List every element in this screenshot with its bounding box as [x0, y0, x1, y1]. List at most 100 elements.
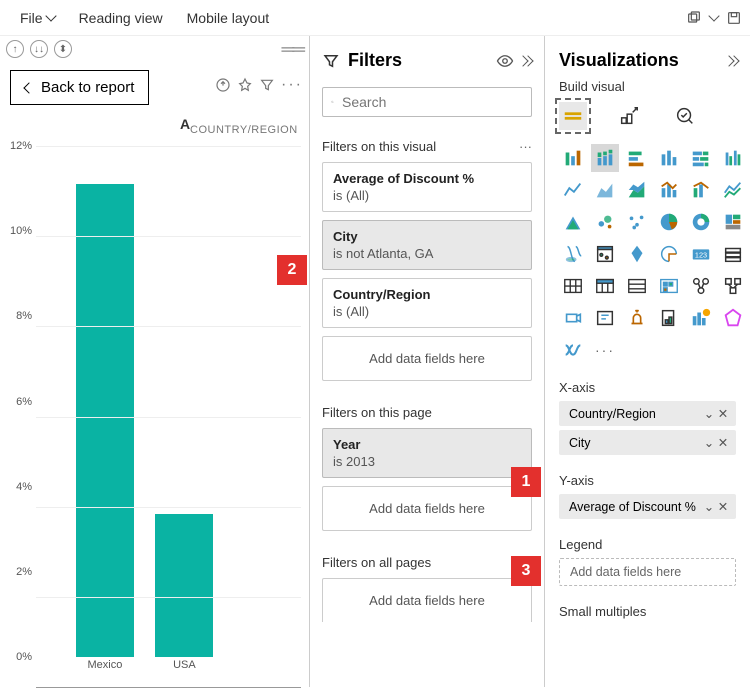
viz-type-icon[interactable]	[655, 240, 683, 268]
collapse-pane-icon[interactable]	[522, 57, 532, 65]
viz-type-icon[interactable]	[559, 272, 587, 300]
section-all-label: Filters on all pages	[322, 555, 431, 570]
filter-search[interactable]	[322, 87, 532, 117]
viz-type-icon[interactable]	[687, 304, 715, 332]
add-filter-page[interactable]: Add data fields here	[322, 486, 532, 531]
chevron-down-icon[interactable]: ⌄	[702, 435, 716, 450]
viz-type-icon[interactable]	[719, 208, 747, 236]
expand-icon[interactable]: ⬍	[54, 40, 72, 58]
y-tick: 4%	[16, 481, 32, 493]
viz-type-icon[interactable]	[719, 304, 747, 332]
viz-type-icon[interactable]	[655, 272, 683, 300]
chevron-down-icon[interactable]: ⌄	[702, 406, 716, 421]
viz-type-icon[interactable]	[559, 336, 587, 364]
viz-type-icon[interactable]	[655, 304, 683, 332]
viz-type-icon[interactable]	[687, 272, 715, 300]
field-pill[interactable]: Country/Region⌄✕	[559, 401, 736, 426]
viz-type-icon[interactable]	[623, 176, 651, 204]
viz-type-icon[interactable]	[559, 176, 587, 204]
field-pill[interactable]: City⌄✕	[559, 430, 736, 455]
viz-type-icon[interactable]	[719, 144, 747, 172]
viz-type-icon[interactable]	[559, 144, 587, 172]
remove-icon[interactable]: ✕	[716, 406, 730, 421]
viz-type-icon[interactable]	[591, 240, 619, 268]
viz-type-icon[interactable]	[687, 144, 715, 172]
more-icon[interactable]: ···	[519, 139, 532, 154]
callout-1: 1	[511, 467, 541, 497]
y-tick: 10%	[10, 225, 32, 237]
visualization-type-grid: 123 ···	[545, 140, 750, 376]
drag-handle-icon[interactable]: ══	[281, 39, 303, 60]
remove-icon[interactable]: ✕	[716, 435, 730, 450]
field-pill[interactable]: Average of Discount %⌄✕	[559, 494, 736, 519]
viz-type-icon[interactable]	[687, 208, 715, 236]
drill-down-icon[interactable]: ↓↓	[30, 40, 48, 58]
viz-type-icon[interactable]	[623, 144, 651, 172]
viz-type-icon[interactable]	[559, 304, 587, 332]
pin-icon[interactable]	[237, 77, 253, 93]
collapse-pane-icon[interactable]	[728, 57, 738, 65]
add-filter-all[interactable]: Add data fields here	[322, 578, 532, 622]
callout-2: 2	[277, 255, 307, 285]
callout-3: 3	[511, 556, 541, 586]
visual-header-icons: ···	[215, 76, 303, 94]
filter-card[interactable]: Yearis 2013	[322, 428, 532, 478]
search-input[interactable]	[342, 94, 523, 110]
viz-type-icon[interactable]	[623, 272, 651, 300]
add-filter-visual[interactable]: Add data fields here	[322, 336, 532, 381]
visualizations-pane: Visualizations Build visual 123··· X-axi…	[545, 36, 750, 687]
build-visual-tab[interactable]	[559, 102, 587, 130]
viz-type-icon[interactable]	[591, 144, 619, 172]
save-icon[interactable]	[726, 10, 742, 26]
format-visual-tab[interactable]	[615, 102, 643, 130]
chevron-down-icon[interactable]	[708, 10, 719, 21]
axis-a-label: A	[180, 116, 190, 132]
viz-type-icon[interactable]	[591, 272, 619, 300]
section-visual-label: Filters on this visual	[322, 139, 436, 154]
file-menu[interactable]: File	[8, 10, 67, 26]
svg-text:123: 123	[695, 251, 707, 260]
filter-card-title: City	[333, 229, 521, 244]
filter-card-sub: is (All)	[333, 304, 521, 319]
viz-type-icon[interactable]	[623, 208, 651, 236]
eye-icon[interactable]	[496, 52, 514, 70]
bar[interactable]	[76, 184, 134, 657]
filters-title: Filters	[348, 50, 488, 71]
viz-type-icon[interactable]: ···	[591, 336, 619, 364]
filter-card[interactable]: Country/Regionis (All)	[322, 278, 532, 328]
viz-type-icon[interactable]: 123	[687, 240, 715, 268]
viz-type-icon[interactable]	[623, 304, 651, 332]
viz-type-icon[interactable]	[591, 208, 619, 236]
viz-type-icon[interactable]	[655, 176, 683, 204]
more-icon[interactable]: ···	[281, 76, 303, 94]
filter-card-title: Year	[333, 437, 521, 452]
back-to-report-button[interactable]: Back to report	[10, 70, 149, 105]
y-tick: 0%	[16, 651, 32, 663]
viz-type-icon[interactable]	[591, 304, 619, 332]
export-icon[interactable]	[215, 77, 231, 93]
viz-type-icon[interactable]	[687, 176, 715, 204]
filter-card[interactable]: Average of Discount %is (All)	[322, 162, 532, 212]
remove-icon[interactable]: ✕	[716, 499, 730, 514]
viz-type-icon[interactable]	[719, 240, 747, 268]
mobile-layout-menu[interactable]: Mobile layout	[175, 10, 282, 26]
refresh-icon[interactable]	[686, 10, 702, 26]
drill-up-icon[interactable]: ↑	[6, 40, 24, 58]
viz-type-icon[interactable]	[559, 208, 587, 236]
viz-type-icon[interactable]	[591, 176, 619, 204]
viz-type-icon[interactable]	[719, 272, 747, 300]
bar[interactable]	[155, 514, 213, 657]
viz-type-icon[interactable]	[623, 240, 651, 268]
reading-view-menu[interactable]: Reading view	[67, 10, 175, 26]
legend-empty-drop[interactable]: Add data fields here	[559, 558, 736, 586]
viz-type-icon[interactable]	[655, 208, 683, 236]
filter-icon[interactable]	[259, 77, 275, 93]
viz-type-icon[interactable]	[719, 176, 747, 204]
viz-type-icon[interactable]	[559, 240, 587, 268]
filter-card-sub: is not Atlanta, GA	[333, 246, 521, 261]
filter-card[interactable]: City is not Atlanta, GA	[322, 220, 532, 270]
chevron-down-icon[interactable]: ⌄	[702, 499, 716, 514]
viz-type-icon[interactable]	[655, 144, 683, 172]
y-tick: 12%	[10, 140, 32, 152]
analytics-tab[interactable]	[671, 102, 699, 130]
